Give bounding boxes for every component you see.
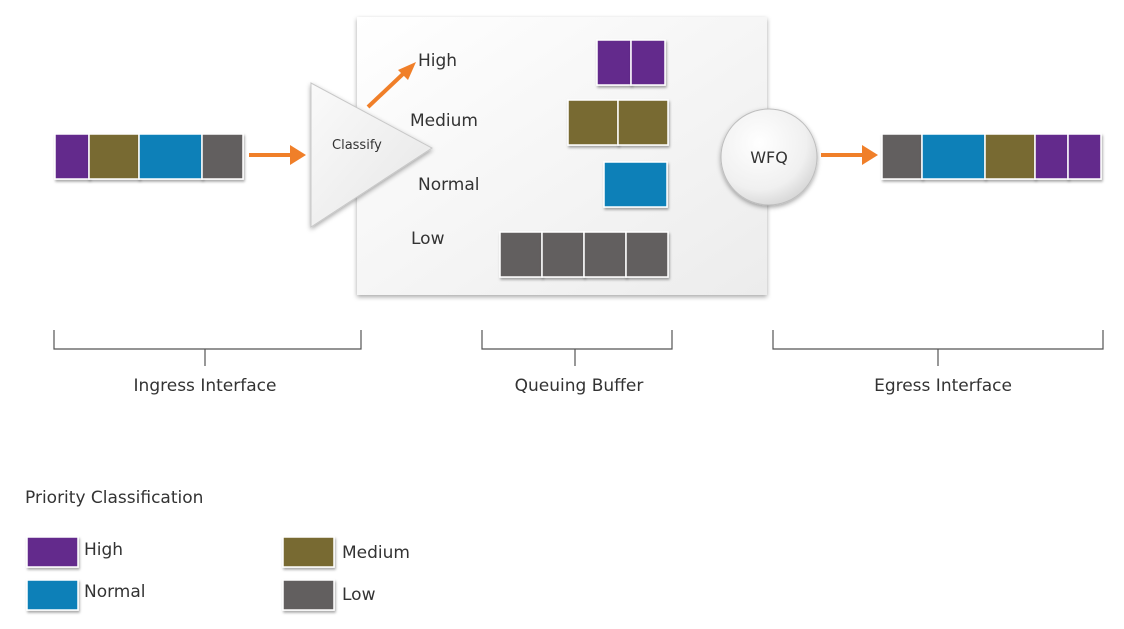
- ingress-packets: [54, 133, 244, 180]
- legend-swatch-normal: [26, 579, 79, 611]
- legend-swatch-high: [26, 536, 79, 568]
- queue-medium: [567, 99, 669, 146]
- queue-high-packet: [596, 39, 632, 86]
- legend-title: Priority Classification: [25, 488, 203, 508]
- egress-packet-high: [1034, 133, 1069, 180]
- wfq-label: WFQ: [750, 148, 788, 167]
- classify-to-high-arrow: [366, 62, 416, 109]
- queue-label-high: High: [418, 51, 457, 71]
- queue-low-packet: [499, 231, 543, 278]
- legend-item-normal: Normal: [26, 579, 146, 611]
- legend-swatch-medium: [282, 536, 335, 568]
- ingress-packet-high: [54, 133, 90, 180]
- queue-high: [596, 39, 666, 86]
- queue-low-packet: [583, 231, 627, 278]
- ingress-packet-low: [201, 133, 244, 180]
- classify-label: Classify: [332, 138, 382, 153]
- wfq-scheduler: [720, 108, 818, 206]
- queue-label-normal: Normal: [418, 175, 480, 195]
- queue-low: [499, 231, 669, 278]
- legend-item-low: Low: [282, 579, 376, 611]
- ingress-bracket: [53, 330, 362, 366]
- legend-label-high: High: [84, 540, 123, 560]
- classifier-triangle: [310, 82, 433, 228]
- ingress-packet-normal: [138, 133, 203, 180]
- legend-label-medium: Medium: [342, 543, 410, 563]
- egress-packet-medium: [984, 133, 1036, 180]
- queue-normal-packet: [603, 161, 668, 208]
- legend-item-medium: Medium: [282, 536, 410, 568]
- queue-low-packet: [541, 231, 585, 278]
- queue-high-packet: [630, 39, 666, 86]
- egress-bracket: [772, 330, 1104, 366]
- queue-label-medium: Medium: [410, 111, 478, 131]
- legend-item-high: High: [26, 536, 123, 568]
- legend-label-low: Low: [342, 585, 376, 605]
- egress-arrow: [821, 145, 878, 165]
- egress-packets: [881, 133, 1102, 180]
- ingress-packet-medium: [88, 133, 140, 180]
- egress-packet-high: [1067, 133, 1102, 180]
- egress-packet-normal: [921, 133, 986, 180]
- egress-interface-label: Egress Interface: [874, 376, 1012, 396]
- queue-low-packet: [625, 231, 669, 278]
- legend-label-normal: Normal: [84, 582, 146, 602]
- queue-medium-packet: [567, 99, 619, 146]
- ingress-interface-label: Ingress Interface: [134, 376, 277, 396]
- ingress-arrow: [249, 145, 306, 165]
- queue-normal: [603, 161, 668, 208]
- queue-label-low: Low: [411, 229, 445, 249]
- buffer-bracket: [481, 330, 673, 366]
- queuing-buffer-label: Queuing Buffer: [515, 376, 644, 396]
- egress-packet-low: [881, 133, 923, 180]
- queue-medium-packet: [617, 99, 669, 146]
- legend-swatch-low: [282, 579, 335, 611]
